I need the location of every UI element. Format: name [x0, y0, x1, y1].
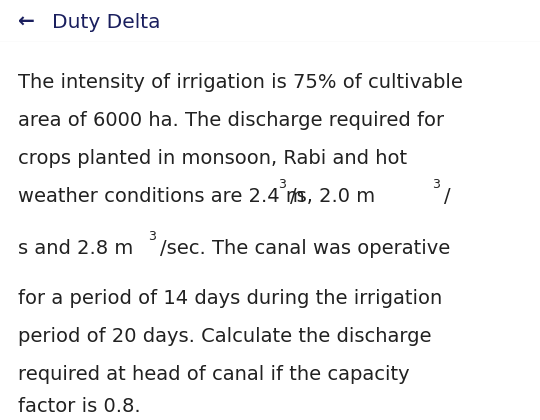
Text: Duty Delta: Duty Delta	[52, 13, 160, 32]
Text: ←: ←	[18, 13, 35, 32]
Text: area of 6000 ha. The discharge required for: area of 6000 ha. The discharge required …	[18, 110, 444, 129]
Text: weather conditions are 2.4 m: weather conditions are 2.4 m	[18, 186, 305, 205]
Text: 3: 3	[148, 229, 156, 242]
Text: The intensity of irrigation is 75% of cultivable: The intensity of irrigation is 75% of cu…	[18, 73, 463, 92]
Text: 3: 3	[278, 178, 286, 191]
Text: 3: 3	[432, 178, 440, 191]
Text: for a period of 14 days during the irrigation: for a period of 14 days during the irrig…	[18, 289, 442, 307]
Text: /: /	[444, 186, 450, 205]
Text: factor is 0.8.: factor is 0.8.	[18, 396, 140, 415]
Text: /sec. The canal was operative: /sec. The canal was operative	[160, 239, 450, 257]
Text: s and 2.8 m: s and 2.8 m	[18, 239, 133, 257]
Text: required at head of canal if the capacity: required at head of canal if the capacit…	[18, 365, 410, 383]
Text: period of 20 days. Calculate the discharge: period of 20 days. Calculate the dischar…	[18, 326, 431, 346]
Text: /s, 2.0 m: /s, 2.0 m	[290, 186, 375, 205]
Text: crops planted in monsoon, Rabi and hot: crops planted in monsoon, Rabi and hot	[18, 149, 407, 168]
